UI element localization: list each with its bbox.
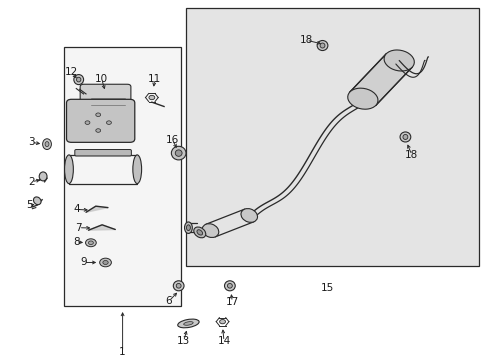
Ellipse shape bbox=[184, 222, 192, 233]
Ellipse shape bbox=[39, 172, 47, 181]
FancyBboxPatch shape bbox=[66, 99, 135, 142]
Text: 1: 1 bbox=[119, 347, 125, 357]
Text: 14: 14 bbox=[217, 336, 230, 346]
Text: 18: 18 bbox=[299, 35, 312, 45]
Ellipse shape bbox=[402, 134, 407, 139]
Ellipse shape bbox=[102, 261, 108, 265]
Ellipse shape bbox=[96, 113, 101, 117]
Bar bbox=[185, 8, 478, 266]
Ellipse shape bbox=[197, 230, 202, 235]
FancyBboxPatch shape bbox=[80, 84, 131, 120]
Text: 7: 7 bbox=[75, 223, 82, 233]
Text: 13: 13 bbox=[177, 336, 190, 346]
Text: 15: 15 bbox=[320, 283, 333, 293]
Ellipse shape bbox=[193, 227, 205, 238]
Ellipse shape bbox=[317, 41, 327, 50]
Ellipse shape bbox=[149, 95, 155, 100]
Ellipse shape bbox=[177, 319, 199, 328]
Text: 6: 6 bbox=[165, 296, 172, 306]
Ellipse shape bbox=[85, 239, 96, 247]
Ellipse shape bbox=[347, 88, 377, 109]
Text: 17: 17 bbox=[225, 297, 239, 307]
Text: 16: 16 bbox=[165, 135, 179, 145]
Ellipse shape bbox=[176, 283, 181, 288]
Text: 9: 9 bbox=[80, 257, 87, 267]
Ellipse shape bbox=[45, 141, 49, 147]
Ellipse shape bbox=[88, 241, 93, 244]
Ellipse shape bbox=[399, 132, 410, 142]
Ellipse shape bbox=[227, 283, 232, 288]
Ellipse shape bbox=[76, 77, 81, 82]
Ellipse shape bbox=[241, 208, 257, 222]
Ellipse shape bbox=[219, 319, 225, 324]
Ellipse shape bbox=[33, 197, 41, 205]
Ellipse shape bbox=[42, 139, 51, 149]
Ellipse shape bbox=[186, 225, 190, 230]
Bar bbox=[64, 47, 181, 306]
Ellipse shape bbox=[224, 281, 235, 291]
Text: 4: 4 bbox=[73, 204, 80, 215]
Ellipse shape bbox=[64, 155, 73, 184]
Ellipse shape bbox=[133, 155, 142, 184]
Polygon shape bbox=[88, 225, 115, 230]
Ellipse shape bbox=[175, 150, 182, 156]
Ellipse shape bbox=[320, 43, 325, 48]
Polygon shape bbox=[86, 206, 108, 212]
Text: 5: 5 bbox=[26, 200, 33, 210]
FancyBboxPatch shape bbox=[75, 149, 131, 156]
Ellipse shape bbox=[85, 121, 90, 125]
Text: 3: 3 bbox=[28, 138, 35, 147]
Ellipse shape bbox=[100, 258, 111, 267]
Text: 12: 12 bbox=[64, 67, 78, 77]
Ellipse shape bbox=[171, 146, 185, 160]
Ellipse shape bbox=[74, 75, 83, 85]
Ellipse shape bbox=[202, 224, 218, 238]
Ellipse shape bbox=[173, 281, 183, 291]
Ellipse shape bbox=[106, 121, 111, 125]
Text: 2: 2 bbox=[28, 177, 35, 187]
Text: 11: 11 bbox=[148, 74, 161, 84]
Ellipse shape bbox=[383, 50, 413, 71]
Ellipse shape bbox=[96, 129, 101, 132]
Text: 18: 18 bbox=[404, 150, 418, 160]
Text: 8: 8 bbox=[73, 237, 80, 247]
Polygon shape bbox=[349, 54, 411, 105]
Ellipse shape bbox=[183, 321, 193, 325]
Text: 10: 10 bbox=[95, 74, 108, 84]
